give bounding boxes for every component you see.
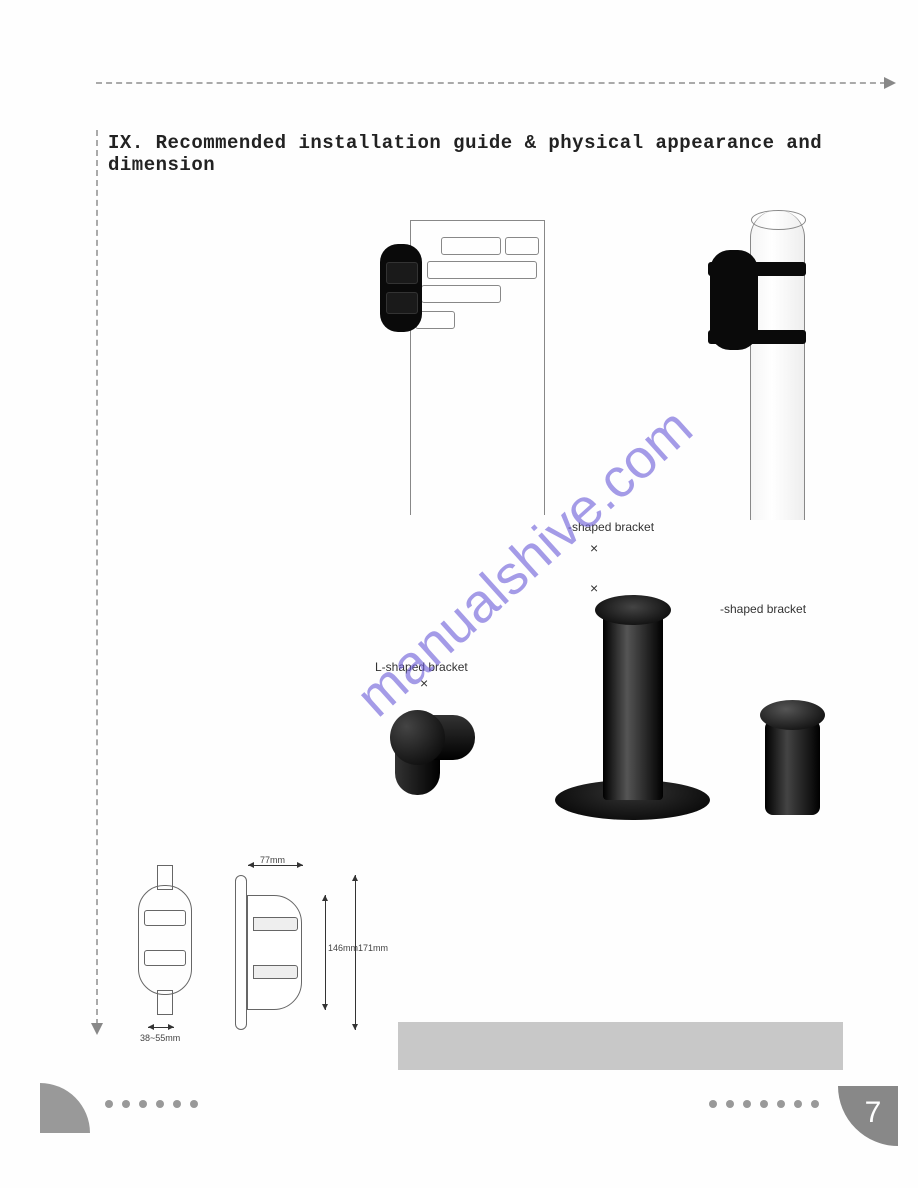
footer-dots-right — [709, 1095, 828, 1113]
dim-width-top: 77mm — [260, 855, 285, 865]
l-shaped-bracket-label: L-shaped bracket — [375, 660, 468, 674]
dim-arrow-height-inner — [325, 895, 326, 1010]
dimension-drawings: 38~55mm 77mm 146mm 171mm — [120, 855, 380, 1055]
dim-arrow-width-top — [248, 865, 303, 866]
dim-arrow-width-bottom — [148, 1027, 174, 1028]
dim-height-inner: 146mm — [328, 943, 358, 953]
pole-outline — [750, 210, 805, 520]
page-number: 7 — [838, 1086, 898, 1146]
short-bracket-photo — [760, 700, 825, 815]
shaped-bracket-label-right: -shaped bracket — [720, 602, 806, 616]
front-view-drawing — [130, 865, 200, 1025]
shaped-bracket-label-top: -shaped bracket — [568, 520, 654, 534]
heading-numeral: IX — [108, 132, 132, 154]
dim-arrow-height-outer — [355, 875, 356, 1030]
x-mark: × — [420, 675, 428, 691]
x-mark: × — [590, 580, 598, 596]
sensor-on-pole — [710, 250, 758, 350]
top-dashed-arrow — [96, 82, 886, 84]
left-dashed-arrow — [96, 130, 98, 1025]
pole-mount-diagram — [690, 210, 810, 520]
footer-corner-decoration — [40, 1083, 90, 1133]
wall-mount-diagram — [380, 220, 545, 515]
heading-title: . Recommended installation guide & physi… — [108, 132, 822, 176]
wall-outline — [410, 220, 545, 515]
footer-dots-left — [105, 1095, 207, 1113]
x-mark: × — [590, 540, 598, 556]
sensor-on-wall — [380, 244, 422, 332]
gray-info-box — [398, 1022, 843, 1070]
stand-bracket-photo — [545, 595, 720, 820]
side-view-drawing — [235, 865, 355, 1045]
dim-height-outer: 171mm — [358, 943, 388, 953]
section-heading: IX. Recommended installation guide & phy… — [108, 132, 918, 176]
l-bracket-photo — [380, 690, 490, 800]
dim-width-bottom: 38~55mm — [140, 1033, 180, 1043]
